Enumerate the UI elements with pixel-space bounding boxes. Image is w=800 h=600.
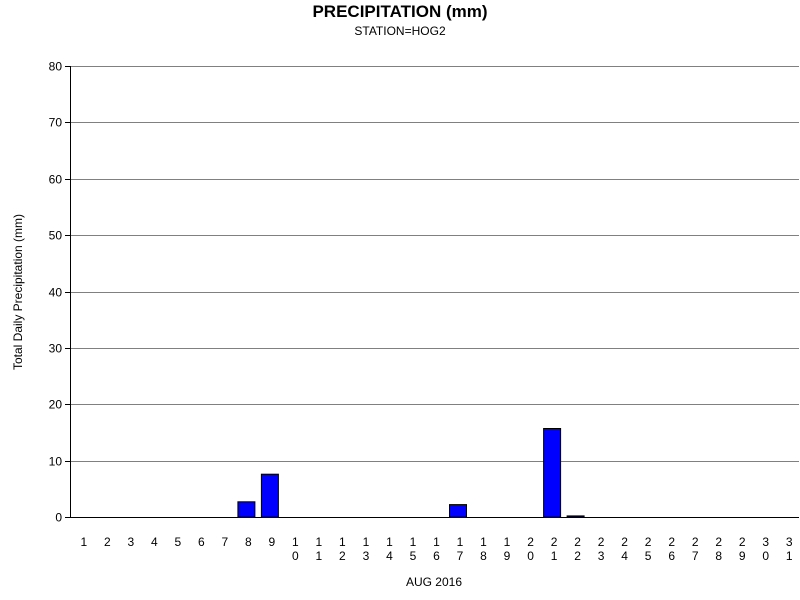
bar-day-21	[543, 428, 562, 518]
x-tick-label: 3	[127, 535, 134, 549]
x-tick-label: 9	[269, 535, 276, 549]
y-tick-label: 30	[49, 342, 63, 356]
x-axis-label: AUG 2016	[406, 575, 462, 589]
bar-day-17	[449, 504, 467, 518]
y-tick-label: 10	[49, 455, 63, 469]
bar-day-9	[260, 473, 279, 518]
bar-day-22	[566, 515, 585, 518]
y-tick-label: 50	[49, 229, 63, 243]
bar-day-8	[237, 501, 256, 518]
x-tick-label: 8	[245, 535, 252, 549]
x-tick-label: 7	[222, 535, 229, 549]
x-tick-labels: 1 2 3 4 5 6 7 8 9 1 01 11 21 31 41 51 61 71 81 92 02 12 22 32 42…	[80, 535, 792, 563]
y-tick-label: 60	[49, 173, 63, 187]
x-tick-label: 4	[151, 535, 158, 549]
x-tick-label: 2	[104, 535, 111, 549]
chart-title: PRECIPITATION (mm)	[312, 2, 487, 21]
y-tick-label: 40	[49, 286, 63, 300]
y-tick-label: 80	[49, 60, 63, 74]
gridlines	[70, 66, 799, 462]
bars	[237, 428, 585, 518]
y-tick-labels: 0 10 20 30 40 50 60 70 80	[49, 60, 63, 525]
y-axis-label: Total Daily Precipitation (mm)	[11, 214, 25, 370]
y-tick-label: 70	[49, 116, 63, 130]
x-tick-label: 6	[198, 535, 205, 549]
chart-subtitle: STATION=HOG2	[354, 24, 446, 38]
axes	[65, 66, 799, 518]
y-tick-label: 0	[55, 511, 62, 525]
x-tick-label: 1	[80, 535, 87, 549]
y-tick-label: 20	[49, 398, 63, 412]
x-tick-label: 5	[174, 535, 181, 549]
